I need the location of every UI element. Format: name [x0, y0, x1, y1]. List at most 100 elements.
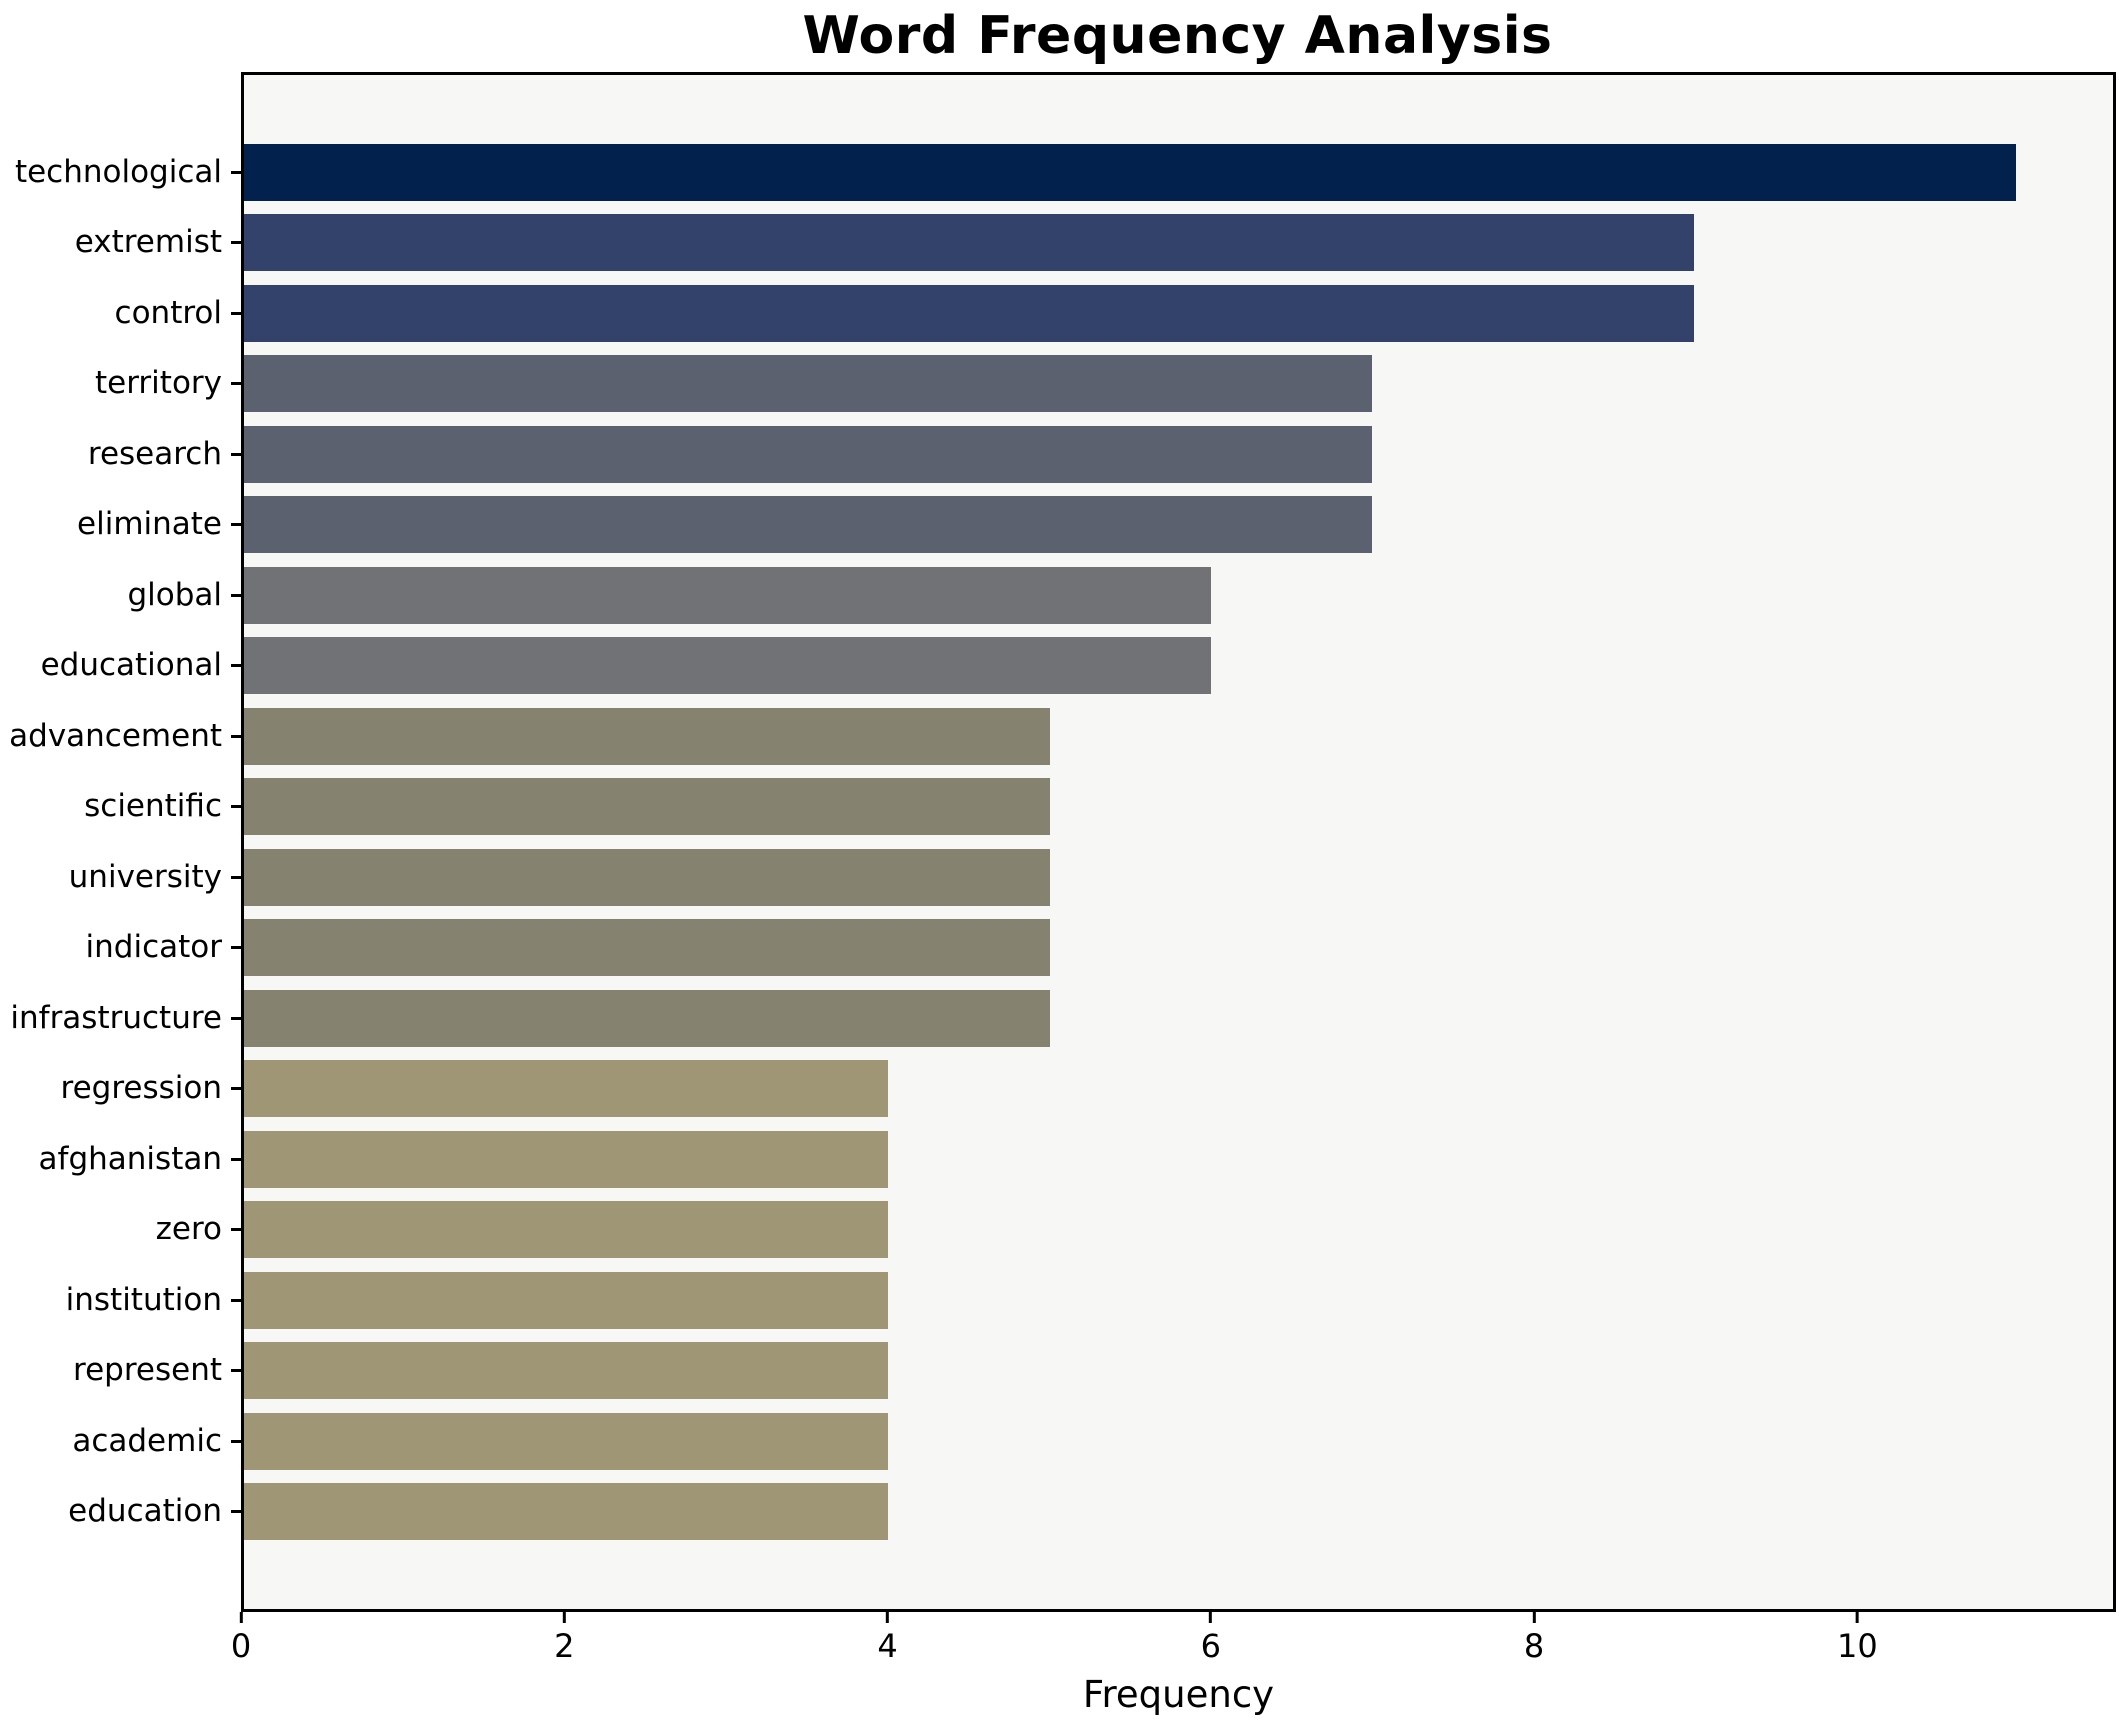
x-axis: 0 2 4 6 8 10 — [231, 1612, 2116, 1722]
x-tick-8: 8 — [1524, 1612, 1544, 1662]
y-label-row: university — [0, 842, 241, 913]
bar-row — [244, 560, 2113, 631]
y-tick-label-educational: educational — [40, 647, 222, 684]
y-tick-mark — [231, 664, 241, 668]
plot-area — [241, 72, 2116, 1612]
y-label-row: territory — [0, 349, 241, 420]
x-tick-mark — [562, 1612, 566, 1623]
y-tick-label-control: control — [114, 294, 222, 331]
y-label-row: extremist — [0, 208, 241, 279]
bar-afghanistan — [244, 1130, 889, 1188]
bar-educational — [244, 637, 1211, 695]
y-label-row: global — [0, 560, 241, 631]
y-tick-mark — [231, 523, 241, 527]
y-tick-mark — [231, 1016, 241, 1020]
y-tick-label-academic: academic — [72, 1422, 222, 1459]
bar-row — [244, 490, 2113, 561]
x-axis-title: Frequency — [1082, 1673, 1275, 1716]
x-tick-6: 6 — [1201, 1612, 1221, 1662]
bar-education — [244, 1483, 889, 1541]
y-label-row: indicator — [0, 913, 241, 984]
x-tick-mark — [1855, 1612, 1859, 1623]
bar-row — [244, 1406, 2113, 1477]
bar-row — [244, 913, 2113, 984]
y-tick-mark — [231, 1087, 241, 1091]
bar-row — [244, 137, 2113, 208]
x-tick-label: 10 — [1837, 1627, 1878, 1665]
y-tick-mark — [231, 452, 241, 456]
bar-row — [244, 419, 2113, 490]
y-tick-mark — [231, 1439, 241, 1443]
bar-university — [244, 848, 1050, 906]
bar-extremist — [244, 214, 1695, 272]
y-tick-label-scientific: scientific — [84, 788, 222, 825]
y-label-row: institution — [0, 1265, 241, 1336]
y-label-row: research — [0, 419, 241, 490]
bar-row — [244, 983, 2113, 1054]
y-tick-label-advancement: advancement — [9, 717, 222, 754]
x-tick-label: 0 — [230, 1627, 252, 1665]
y-tick-label-extremist: extremist — [74, 224, 222, 261]
y-label-row: eliminate — [0, 490, 241, 561]
bar-row — [244, 631, 2113, 702]
y-tick-label-research: research — [87, 435, 222, 472]
y-tick-label-global: global — [127, 576, 222, 613]
x-tick-mark — [886, 1612, 890, 1623]
x-tick-10: 10 — [1837, 1612, 1878, 1662]
y-tick-mark — [231, 1510, 241, 1514]
bar-row — [244, 1195, 2113, 1266]
y-tick-label-indicator: indicator — [85, 929, 222, 966]
bar-advancement — [244, 707, 1050, 765]
bar-regression — [244, 1060, 889, 1118]
bar-row — [244, 278, 2113, 349]
bar-row — [244, 701, 2113, 772]
y-tick-label-infrastructure: infrastructure — [10, 999, 222, 1036]
y-tick-mark — [231, 875, 241, 879]
bar-infrastructure — [244, 989, 1050, 1047]
bar-row — [244, 208, 2113, 279]
bar-eliminate — [244, 496, 1372, 554]
y-label-row: educational — [0, 631, 241, 702]
bar-territory — [244, 355, 1372, 413]
x-tick-2: 2 — [554, 1612, 574, 1662]
bar-academic — [244, 1412, 889, 1470]
bar-zero — [244, 1201, 889, 1259]
y-label-row: represent — [0, 1336, 241, 1407]
y-tick-label-education: education — [68, 1493, 222, 1530]
bar-represent — [244, 1342, 889, 1400]
y-tick-label-university: university — [68, 858, 222, 895]
y-label-row: control — [0, 278, 241, 349]
x-tick-0: 0 — [231, 1612, 251, 1662]
y-axis-labels: technological extremist control territory re… — [0, 72, 241, 1612]
x-tick-mark — [1209, 1612, 1213, 1623]
y-label-row: infrastructure — [0, 983, 241, 1054]
y-label-row: scientific — [0, 772, 241, 843]
y-tick-label-territory: territory — [95, 365, 222, 402]
bar-technological — [244, 143, 2017, 201]
x-tick-mark — [239, 1612, 243, 1623]
y-label-row: regression — [0, 1054, 241, 1125]
y-label-row: academic — [0, 1406, 241, 1477]
y-tick-mark — [231, 946, 241, 950]
bar-control — [244, 284, 1695, 342]
y-tick-mark — [231, 382, 241, 386]
bar-row — [244, 772, 2113, 843]
y-tick-mark — [231, 734, 241, 738]
bar-scientific — [244, 778, 1050, 836]
y-tick-label-afghanistan: afghanistan — [38, 1140, 222, 1177]
y-tick-mark — [231, 1228, 241, 1232]
bar-row — [244, 1054, 2113, 1125]
bar-row — [244, 349, 2113, 420]
y-label-row: education — [0, 1477, 241, 1548]
y-tick-mark — [231, 593, 241, 597]
bar-row — [244, 1124, 2113, 1195]
bar-research — [244, 425, 1372, 483]
y-tick-label-regression: regression — [60, 1070, 222, 1107]
x-tick-label: 6 — [1200, 1627, 1221, 1665]
bar-row — [244, 1477, 2113, 1548]
y-label-row: technological — [0, 137, 241, 208]
y-label-row: afghanistan — [0, 1124, 241, 1195]
y-tick-mark — [231, 241, 241, 245]
y-tick-mark — [231, 1157, 241, 1161]
